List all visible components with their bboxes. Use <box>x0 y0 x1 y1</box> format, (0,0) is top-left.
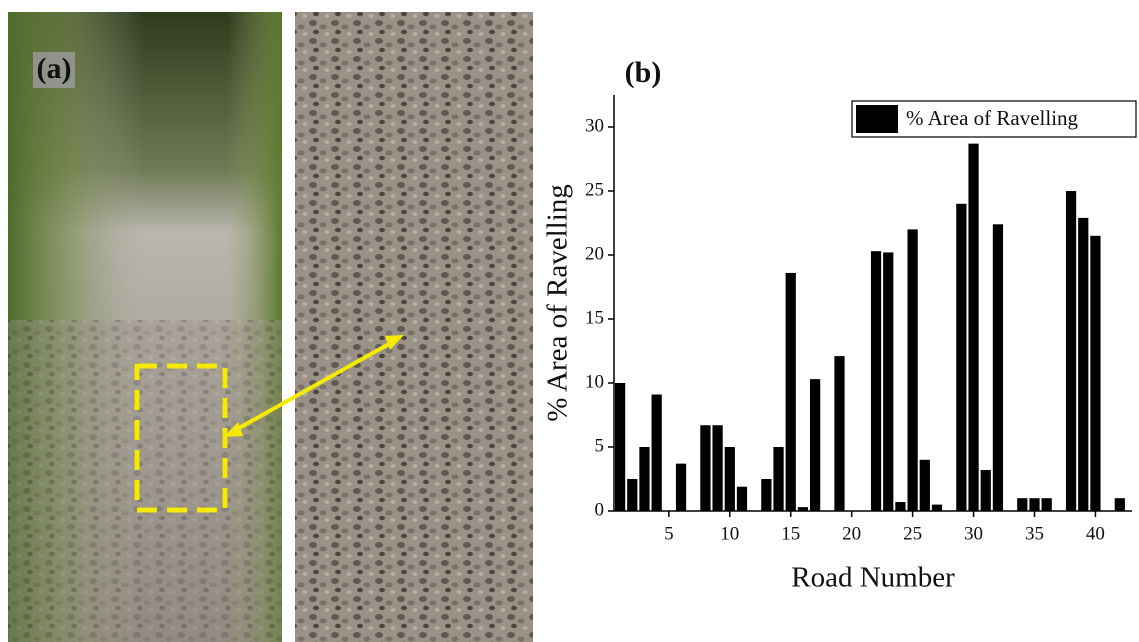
x-tick-label: 40 <box>1086 523 1105 544</box>
y-tick-label: 20 <box>585 243 604 264</box>
bar <box>1029 498 1039 511</box>
bar <box>639 447 649 511</box>
bar <box>920 460 930 511</box>
bar <box>1042 498 1052 511</box>
x-tick-label: 25 <box>903 523 922 544</box>
x-tick-label: 15 <box>781 523 800 544</box>
x-tick-label: 35 <box>1025 523 1044 544</box>
x-axis-label: Road Number <box>791 562 955 594</box>
bar <box>907 229 917 511</box>
bar <box>700 425 710 511</box>
legend-swatch <box>856 105 898 133</box>
photo-a: (a) <box>8 12 282 642</box>
y-tick-label: 15 <box>585 307 604 328</box>
bar <box>932 505 942 511</box>
y-tick-label: 0 <box>595 499 605 520</box>
bar <box>712 425 722 511</box>
bar <box>1115 498 1125 511</box>
bar <box>993 224 1003 511</box>
bar <box>615 383 625 511</box>
bar <box>968 144 978 511</box>
bar <box>981 470 991 511</box>
legend-label: % Area of Ravelling <box>906 106 1079 130</box>
bar <box>883 252 893 511</box>
bar <box>810 379 820 511</box>
bar <box>1017 498 1027 511</box>
bar <box>652 395 662 511</box>
figure: (a) (b) 0 5 10 15 20 25 30 5 10 15 20 25 30 35 40 Road N… <box>0 0 1139 642</box>
bar <box>761 479 771 511</box>
bar <box>627 479 637 511</box>
y-tick-label: 30 <box>585 115 604 136</box>
y-axis-label: % Area of Ravelling <box>542 184 574 422</box>
y-tick-label: 10 <box>585 371 604 392</box>
bar <box>786 273 796 511</box>
bar <box>1078 218 1088 511</box>
bar <box>1066 191 1076 511</box>
x-tick-label: 30 <box>964 523 983 544</box>
bar <box>956 204 966 511</box>
panel-label: (b) <box>625 56 662 89</box>
panel-a-label: (a) <box>37 52 72 85</box>
bar <box>895 502 905 511</box>
y-tick-label: 25 <box>585 179 604 200</box>
bar <box>737 487 747 511</box>
bar <box>725 447 735 511</box>
x-tick-label: 5 <box>664 523 674 544</box>
bar <box>834 356 844 511</box>
x-tick-label: 10 <box>720 523 739 544</box>
bar <box>773 447 783 511</box>
bar <box>871 251 881 511</box>
x-tick-label: 20 <box>842 523 861 544</box>
y-tick-label: 5 <box>595 435 605 456</box>
bar <box>1090 236 1100 511</box>
bar <box>676 464 686 511</box>
photo-zoom <box>295 12 533 642</box>
